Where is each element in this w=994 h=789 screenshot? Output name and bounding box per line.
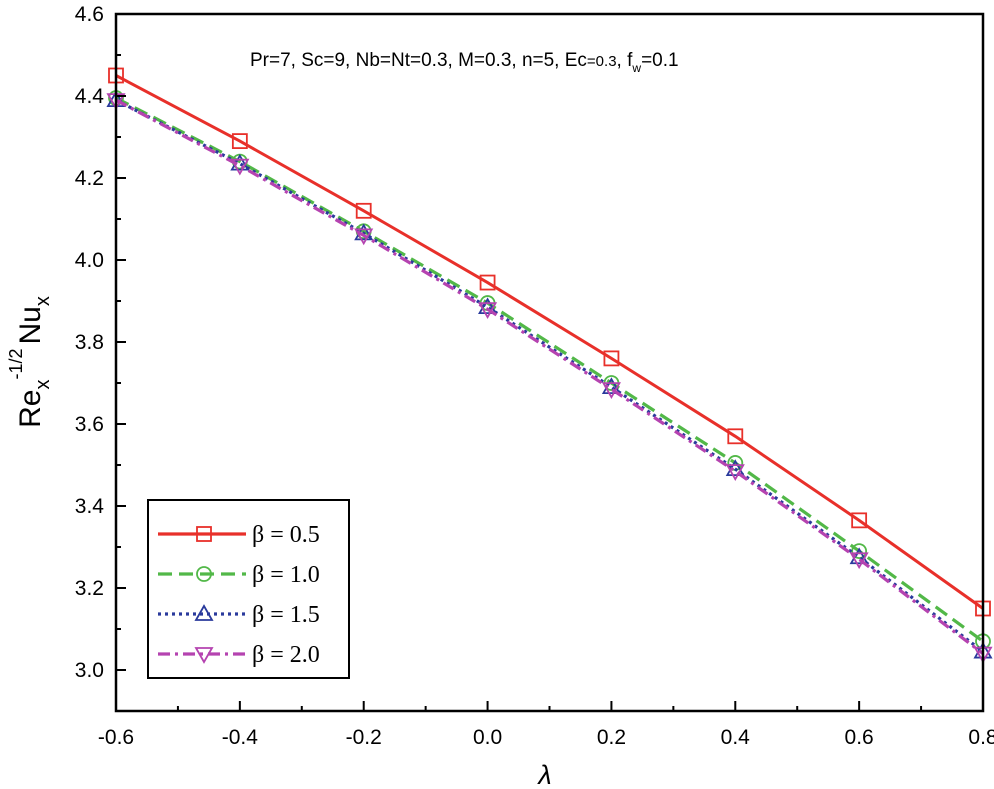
data-point xyxy=(727,428,744,445)
data-point xyxy=(479,274,496,291)
series-line xyxy=(115,98,984,655)
legend-marker xyxy=(196,526,212,542)
x-tick-label: 0.6 xyxy=(845,726,874,749)
annotation: Pr=7, Sc=9, Nb=Nt=0.3, M=0.3, n=5, Ec=0.… xyxy=(250,50,679,75)
x-tick-label: -0.4 xyxy=(222,726,259,749)
data-point xyxy=(478,297,498,315)
x-tick-label: 0.4 xyxy=(721,726,751,749)
legend-label: β = 2.0 xyxy=(252,642,320,668)
legend-label: β = 1.0 xyxy=(252,562,320,588)
data-point xyxy=(851,512,868,529)
data-point xyxy=(231,133,248,150)
y-tick-label: 4.2 xyxy=(75,167,104,190)
svg-text:Rex-1/2Nux: Rex-1/2Nux xyxy=(6,296,54,428)
data-point xyxy=(601,382,621,399)
x-axis-label: λ xyxy=(536,760,551,789)
series-line xyxy=(115,74,984,610)
data-point xyxy=(354,228,374,246)
legend-entry: β = 2.0 xyxy=(158,642,320,668)
data-point xyxy=(603,350,620,367)
legend-entry: β = 0.5 xyxy=(158,522,320,548)
y-tick-label: 3.6 xyxy=(75,413,104,436)
legend-label: β = 1.5 xyxy=(252,602,320,628)
y-tick-label: 3.2 xyxy=(75,577,104,600)
data-point xyxy=(851,543,868,559)
x-tick-label: 0.2 xyxy=(597,726,626,749)
legend-entry: β = 1.5 xyxy=(158,602,320,628)
x-tick-label: 0.8 xyxy=(968,726,994,749)
x-tick-label: 0.0 xyxy=(473,726,502,749)
data-point xyxy=(849,552,869,570)
legend-box xyxy=(147,499,350,679)
y-tick-label: 4.6 xyxy=(75,3,104,26)
y-tick-label: 4.4 xyxy=(75,85,105,108)
legend-marker xyxy=(194,647,214,664)
y-tick-label: 3.8 xyxy=(75,331,104,354)
series-layer xyxy=(106,67,993,664)
y-tick-label: 3.4 xyxy=(75,495,105,518)
legend-entry: β = 1.0 xyxy=(158,562,320,588)
data-point xyxy=(725,464,745,481)
legend-marker xyxy=(196,566,212,582)
series-line xyxy=(115,96,984,643)
y-tick-label: 3.0 xyxy=(75,659,104,682)
data-point xyxy=(478,302,498,320)
y-axis-label: Rex-1/2Nux xyxy=(6,296,54,428)
data-point xyxy=(230,158,250,176)
x-tick-label: -0.6 xyxy=(98,726,134,749)
data-point xyxy=(355,202,372,219)
x-tick-label: -0.2 xyxy=(346,726,382,749)
legend: β = 0.5 β = 1.0 β = 1.5 β = 2.0 xyxy=(147,499,350,679)
legend-marker xyxy=(194,604,214,621)
y-tick-label: 4.0 xyxy=(75,249,104,272)
tick-layer: -0.6 -0.4 -0.2 0.0 0.2 0.4 0.6 0.8 3.0 3.2 3.4 3.6 3… xyxy=(75,3,994,749)
series-line xyxy=(115,98,984,653)
legend-label: β = 0.5 xyxy=(252,522,320,548)
